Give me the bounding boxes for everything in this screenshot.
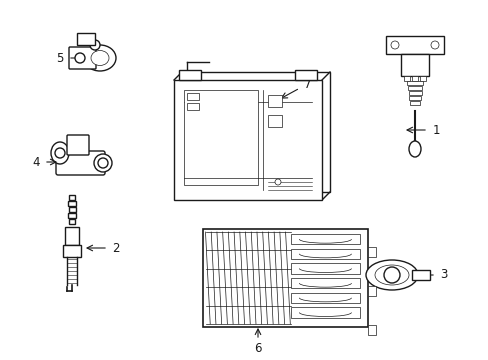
Bar	[63, 245, 81, 257]
Ellipse shape	[365, 260, 417, 290]
Text: 2: 2	[112, 242, 120, 255]
Bar	[77, 33, 95, 45]
Text: 5: 5	[56, 51, 63, 64]
Bar	[406, 81, 422, 85]
Ellipse shape	[94, 154, 112, 172]
Bar	[367, 325, 375, 335]
Bar	[68, 213, 76, 218]
Bar	[291, 278, 359, 288]
Bar	[407, 86, 421, 90]
Bar	[291, 263, 359, 274]
Bar	[367, 247, 375, 257]
Circle shape	[383, 267, 399, 283]
Circle shape	[430, 41, 438, 49]
Bar	[385, 36, 443, 54]
Bar	[179, 70, 201, 80]
Bar	[367, 286, 375, 296]
Circle shape	[274, 179, 281, 185]
Bar	[186, 103, 199, 110]
FancyBboxPatch shape	[56, 151, 105, 175]
Bar	[294, 70, 316, 80]
Bar	[291, 234, 359, 244]
Bar	[291, 307, 359, 318]
FancyBboxPatch shape	[67, 135, 89, 155]
Circle shape	[98, 158, 108, 168]
Bar	[202, 229, 367, 327]
Bar	[411, 76, 417, 81]
Bar	[68, 207, 75, 212]
Circle shape	[390, 41, 398, 49]
Text: 3: 3	[439, 269, 447, 282]
Circle shape	[55, 148, 65, 158]
Text: 6: 6	[254, 342, 261, 355]
Ellipse shape	[84, 45, 116, 71]
Bar	[411, 270, 429, 280]
Bar	[407, 91, 421, 95]
Bar	[409, 101, 419, 105]
Circle shape	[75, 53, 85, 63]
Text: 1: 1	[431, 123, 439, 136]
Bar	[174, 80, 321, 200]
Bar	[183, 90, 258, 185]
Bar	[186, 93, 199, 100]
Bar	[267, 95, 282, 107]
Bar	[419, 76, 425, 81]
Bar	[182, 72, 329, 192]
Text: 4: 4	[32, 156, 40, 168]
Ellipse shape	[374, 265, 408, 285]
Bar	[400, 54, 428, 76]
Bar	[291, 293, 359, 303]
Text: 7: 7	[304, 78, 311, 91]
Bar	[291, 249, 359, 259]
Bar	[69, 195, 75, 200]
Ellipse shape	[51, 142, 69, 164]
Bar	[68, 201, 76, 206]
Ellipse shape	[408, 141, 420, 157]
Bar	[65, 227, 79, 245]
Circle shape	[90, 40, 100, 50]
FancyBboxPatch shape	[69, 47, 96, 69]
Ellipse shape	[91, 50, 109, 66]
Bar	[267, 115, 282, 127]
Bar	[403, 76, 409, 81]
Bar	[69, 219, 75, 224]
Bar	[408, 96, 420, 100]
